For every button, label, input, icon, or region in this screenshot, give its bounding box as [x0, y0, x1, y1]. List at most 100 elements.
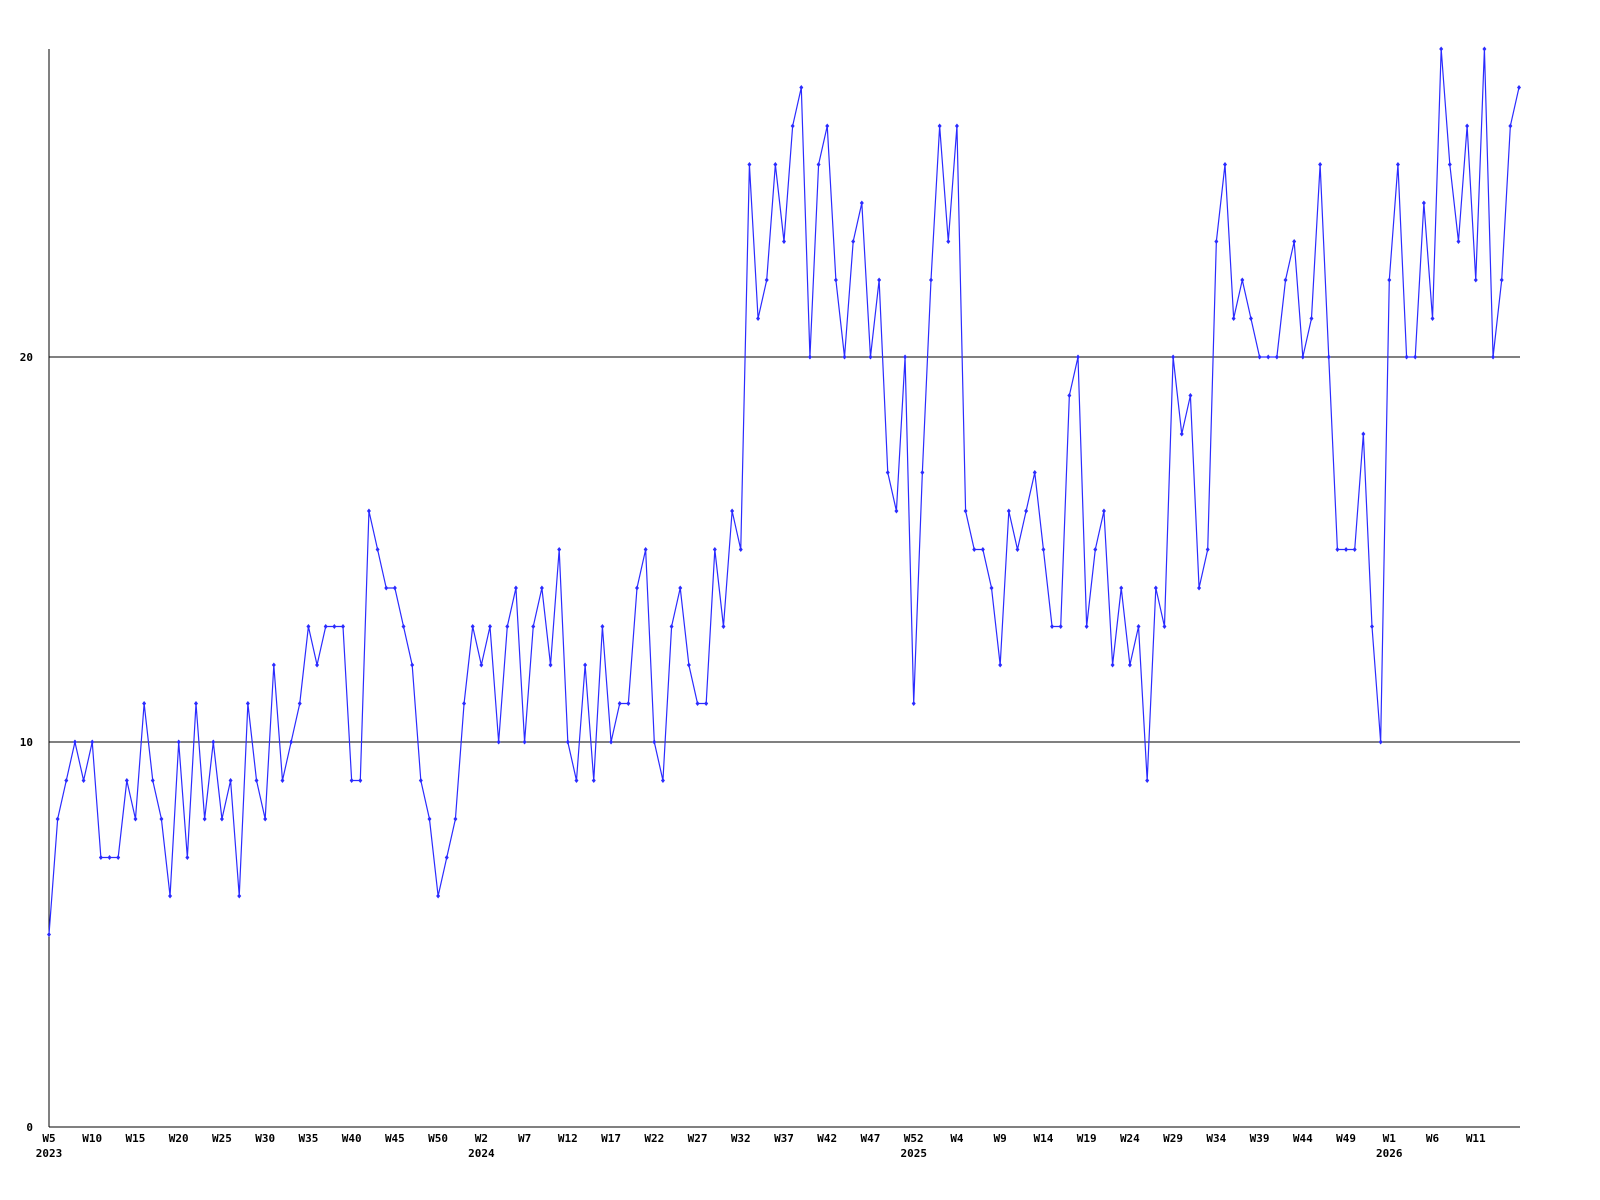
data-point [660, 778, 665, 783]
data-point [591, 778, 596, 783]
data-point [1205, 547, 1210, 552]
data-point [332, 624, 337, 629]
data-point [929, 277, 933, 283]
data-point [548, 662, 553, 668]
data-point [954, 123, 959, 129]
data-point [539, 585, 544, 591]
x-tick-label: W25 [212, 1132, 232, 1145]
data-point [194, 701, 198, 706]
data-point [790, 123, 795, 129]
x-tick-label: W14 [1033, 1132, 1053, 1145]
data-point [168, 893, 173, 899]
data-point [1430, 316, 1435, 321]
data-point [764, 277, 769, 283]
x-tick-label: W30 [255, 1132, 275, 1145]
data-point [868, 354, 873, 360]
data-point [1292, 239, 1297, 244]
data-point [1447, 162, 1452, 167]
data-point [1266, 354, 1271, 360]
data-point [410, 662, 415, 668]
data-point [609, 739, 614, 745]
data-point [1145, 778, 1150, 783]
data-point [738, 547, 743, 552]
data-point [721, 624, 726, 629]
data-point [98, 855, 103, 860]
y-tick-label: 20 [20, 351, 33, 364]
data-point [531, 624, 536, 629]
data-point [384, 585, 389, 591]
data-point [1136, 624, 1141, 629]
data-point [90, 739, 95, 745]
data-point [877, 277, 882, 283]
data-point [47, 932, 51, 937]
data-point [375, 547, 380, 552]
data-point [920, 470, 925, 475]
data-point [894, 508, 899, 514]
data-point [1309, 316, 1314, 321]
x-tick-label: W45 [385, 1132, 405, 1145]
data-point [81, 778, 86, 783]
data-point [1344, 547, 1349, 552]
x-tick-label: W37 [774, 1132, 794, 1145]
data-point [678, 585, 683, 591]
data-point [64, 778, 69, 783]
data-point [695, 701, 700, 706]
data-point [176, 739, 181, 745]
data-point [946, 239, 951, 244]
data-point [669, 624, 674, 629]
data-point [972, 547, 977, 552]
data-point [124, 778, 129, 783]
data-point [652, 739, 657, 745]
data-point [453, 816, 458, 822]
x-tick-label: W42 [817, 1132, 837, 1145]
data-point [228, 778, 233, 783]
data-point [1101, 508, 1106, 514]
data-point [211, 739, 216, 745]
data-point [1335, 547, 1340, 552]
data-point [643, 547, 648, 552]
data-point [1352, 547, 1357, 552]
x-tick-label: W15 [126, 1132, 146, 1145]
data-point [245, 701, 250, 706]
data-point [963, 508, 968, 514]
data-point [730, 508, 735, 514]
data-point [1421, 200, 1426, 206]
data-point [116, 855, 121, 860]
data-point [1387, 277, 1392, 283]
data-point [444, 855, 449, 860]
data-point [937, 123, 942, 129]
data-point [323, 624, 328, 629]
y-tick-label: 0 [26, 1121, 33, 1134]
data-point [366, 508, 371, 514]
x-tick-label: W22 [644, 1132, 664, 1145]
x-tick-label: W10 [82, 1132, 102, 1145]
year-label: 2025 [900, 1147, 927, 1160]
x-tick-label: W5 [42, 1132, 55, 1145]
data-point [1482, 46, 1487, 52]
data-point [263, 816, 268, 822]
data-point [1110, 662, 1115, 668]
data-point [1395, 162, 1400, 167]
year-label: 2023 [36, 1147, 63, 1160]
data-point [1240, 277, 1245, 283]
x-tick-label: W49 [1336, 1132, 1356, 1145]
data-point [816, 162, 821, 167]
data-point [799, 85, 804, 90]
data-point [1248, 316, 1253, 321]
data-point [1370, 624, 1374, 629]
data-point [565, 739, 570, 745]
data-point [1283, 277, 1288, 283]
data-point [833, 277, 838, 283]
data-point [574, 778, 579, 783]
data-point [1119, 585, 1124, 591]
data-point [133, 816, 138, 822]
data-point [488, 624, 492, 629]
data-point [747, 162, 752, 167]
data-point [358, 778, 363, 783]
data-point [1404, 354, 1409, 360]
data-point [1015, 547, 1020, 552]
data-point [557, 547, 562, 552]
data-point [470, 624, 475, 629]
data-point [583, 662, 588, 668]
